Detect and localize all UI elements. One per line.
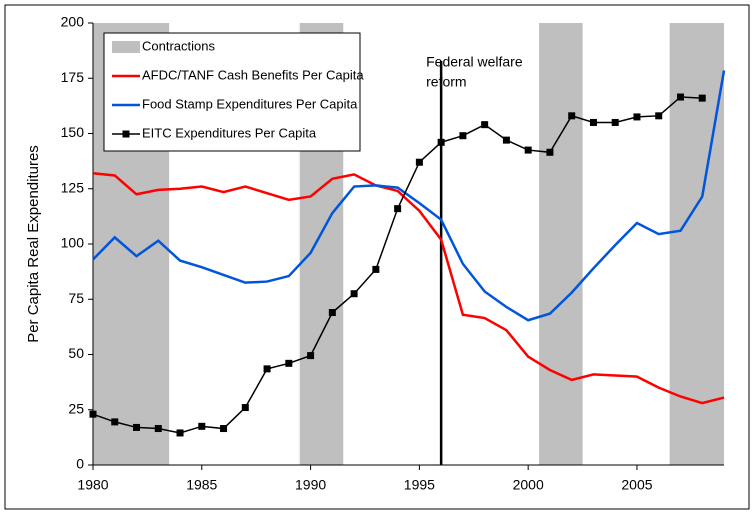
point: [611, 118, 619, 126]
point: [633, 113, 641, 121]
y-tick-label: 150: [61, 124, 85, 140]
point: [655, 112, 663, 120]
point: [198, 422, 206, 430]
point: [285, 359, 293, 367]
point: [241, 404, 249, 412]
legend-box: [103, 32, 361, 152]
annotation: reform: [426, 74, 466, 90]
point: [568, 112, 576, 120]
legend-swatch: [112, 41, 140, 53]
x-tick-label: 1985: [186, 477, 217, 493]
point: [437, 138, 445, 146]
point: [89, 410, 97, 418]
series-line: [92, 70, 726, 322]
series-line: [92, 172, 725, 405]
legend-swatch: [122, 130, 130, 138]
point: [372, 265, 380, 273]
point: [481, 121, 489, 129]
point: [220, 425, 228, 433]
point: [350, 290, 358, 298]
point: [133, 423, 141, 431]
y-tick-label: 0: [76, 456, 84, 472]
contraction-band: [539, 23, 583, 465]
x-tick-label: 2005: [621, 477, 652, 493]
point: [589, 118, 597, 126]
y-tick-label: 25: [68, 400, 84, 416]
y-tick-label: 75: [68, 290, 84, 306]
legend-label: AFDC/TANF Cash Benefits Per Capita: [142, 67, 364, 82]
y-tick-label: 50: [68, 345, 84, 361]
point: [111, 418, 119, 426]
annotation: Federal welfare: [426, 54, 523, 70]
point: [328, 309, 336, 317]
x-tick-label: 1980: [77, 477, 108, 493]
point: [502, 136, 510, 144]
point: [394, 205, 402, 213]
legend-label: Food Stamp Expenditures Per Capita: [142, 96, 358, 111]
x-tick-label: 1990: [295, 477, 326, 493]
point: [698, 94, 706, 102]
y-tick-label: 125: [61, 179, 85, 195]
y-tick-label: 100: [61, 235, 85, 251]
point: [415, 158, 423, 166]
frame: [4, 4, 750, 510]
point: [524, 146, 532, 154]
point: [676, 93, 684, 101]
y-tick-label: 175: [61, 69, 85, 85]
legend-label: Contractions: [142, 38, 215, 53]
legend-label: EITC Expenditures Per Capita: [142, 125, 317, 140]
x-tick-label: 1995: [404, 477, 435, 493]
point: [546, 148, 554, 156]
point: [307, 352, 315, 360]
y-axis-label: Per Capita Real Expenditures: [25, 145, 42, 343]
point: [263, 365, 271, 373]
point: [459, 132, 467, 140]
point: [176, 429, 184, 437]
x-tick-label: 2000: [513, 477, 544, 493]
y-tick-label: 200: [61, 14, 85, 30]
point: [154, 425, 162, 433]
